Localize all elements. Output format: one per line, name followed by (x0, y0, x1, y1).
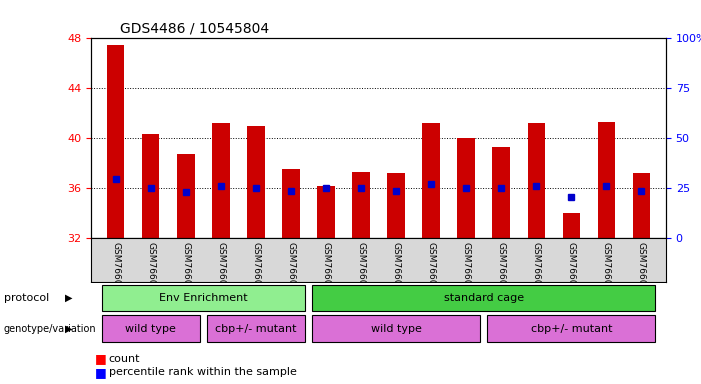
Bar (562, 213, 580, 238)
Text: wild type: wild type (125, 324, 176, 334)
Text: standard cage: standard cage (444, 293, 524, 303)
Text: ■: ■ (95, 353, 107, 366)
Text: GSM766009: GSM766009 (497, 242, 505, 296)
Text: ▶: ▶ (65, 324, 73, 334)
Text: GSM766007: GSM766007 (147, 242, 155, 296)
Text: GSM766008: GSM766008 (182, 242, 190, 296)
Text: GSM766014: GSM766014 (217, 242, 225, 296)
Text: ▶: ▶ (65, 293, 73, 303)
Text: wild type: wild type (371, 324, 421, 334)
Text: Env Enrichment: Env Enrichment (159, 293, 247, 303)
Text: GSM766010: GSM766010 (532, 242, 540, 296)
Text: GSM766013: GSM766013 (637, 242, 646, 296)
Bar (102, 285, 305, 311)
Text: genotype/variation: genotype/variation (4, 324, 96, 334)
Text: GSM766005: GSM766005 (462, 242, 470, 296)
Bar (177, 154, 195, 238)
Text: GDS4486 / 10545804: GDS4486 / 10545804 (120, 22, 269, 36)
Text: GSM766015: GSM766015 (252, 242, 260, 296)
Text: GSM766003: GSM766003 (392, 242, 400, 296)
Bar (282, 169, 299, 238)
Bar (487, 315, 655, 342)
Text: ■: ■ (95, 366, 107, 379)
Bar (317, 185, 335, 238)
Text: GSM766004: GSM766004 (427, 242, 435, 296)
Bar (597, 122, 615, 238)
Bar (107, 45, 125, 238)
Bar (353, 172, 370, 238)
Bar (312, 315, 480, 342)
Text: GSM766001: GSM766001 (322, 242, 330, 296)
Text: GSM766016: GSM766016 (287, 242, 295, 296)
Bar (207, 315, 305, 342)
Bar (527, 123, 545, 238)
Bar (212, 123, 230, 238)
Bar (457, 138, 475, 238)
Text: GSM766011: GSM766011 (567, 242, 576, 296)
Bar (142, 134, 160, 238)
Bar (102, 315, 200, 342)
Text: cbp+/- mutant: cbp+/- mutant (215, 324, 297, 334)
Bar (387, 173, 405, 238)
Bar (632, 173, 650, 238)
Bar (312, 285, 655, 311)
Text: percentile rank within the sample: percentile rank within the sample (109, 367, 297, 377)
Bar (422, 123, 440, 238)
Text: GSM766002: GSM766002 (357, 242, 365, 296)
Text: GSM766006: GSM766006 (111, 242, 120, 296)
Text: cbp+/- mutant: cbp+/- mutant (531, 324, 612, 334)
Bar (492, 147, 510, 238)
Text: GSM766012: GSM766012 (602, 242, 611, 296)
Text: count: count (109, 354, 140, 364)
Bar (247, 126, 265, 238)
Text: protocol: protocol (4, 293, 49, 303)
